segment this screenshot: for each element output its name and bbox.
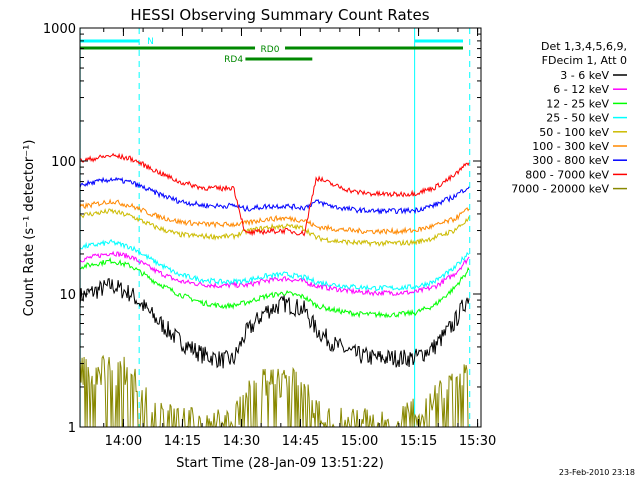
x-tick-label-1: 14:15 — [164, 434, 201, 449]
rd4-flag-label: RD4 — [224, 55, 243, 65]
series-line-0 — [79, 278, 470, 369]
timestamp: 23-Feb-2010 23:18 — [559, 468, 635, 477]
legend-item-2: 12 - 25 keV — [546, 97, 609, 110]
rd0-flag-label: RD0 — [261, 45, 280, 55]
chart-title: HESSI Observing Summary Count Rates — [130, 6, 429, 24]
legend-item-7: 800 - 7000 keV — [525, 168, 609, 181]
x-tick-label-2: 14:30 — [223, 434, 260, 449]
series-line-6 — [79, 176, 470, 215]
x-tick-label-4: 15:00 — [341, 434, 378, 449]
series-line-2 — [80, 257, 470, 319]
night-label: N — [147, 37, 154, 47]
legend-item-8: 7000 - 20000 keV — [511, 183, 609, 196]
legend-item-0: 3 - 6 keV — [560, 69, 609, 82]
x-tick-label-0: 14:00 — [105, 434, 142, 449]
rd0-label-bg — [255, 42, 286, 54]
x-tick-label-5: 15:15 — [400, 434, 437, 449]
legend-item-4: 50 - 100 keV — [539, 126, 609, 139]
series-line-4 — [80, 207, 470, 248]
legend-item-3: 25 - 50 keV — [546, 112, 609, 125]
x-tick-label-3: 14:45 — [282, 434, 319, 449]
y-tick-label-1: 10 — [59, 288, 76, 303]
y-tick-label-3: 1000 — [43, 22, 76, 37]
x-tick-label-6: 15:30 — [459, 434, 496, 449]
series-line-8 — [79, 354, 470, 428]
series-line-3 — [79, 238, 470, 292]
series-line-5 — [79, 198, 470, 236]
legend-item-6: 300 - 800 keV — [532, 154, 609, 167]
series-line-1 — [79, 250, 470, 297]
y-axis-label: Count Rate (s⁻¹ detector⁻¹) — [22, 140, 37, 317]
y-tick-label-2: 100 — [51, 155, 76, 170]
x-axis-label: Start Time (28-Jan-09 13:51:22) — [176, 456, 384, 471]
series-line-7 — [80, 152, 470, 237]
legend-item-1: 6 - 12 keV — [553, 83, 609, 96]
legend-item-5: 100 - 300 keV — [532, 140, 609, 153]
legend-header-line-1: Det 1,3,4,5,6,9, — [541, 40, 627, 53]
y-tick-label-0: 1 — [68, 421, 76, 436]
legend-header-line-2: FDecim 1, Att 0 — [542, 54, 627, 67]
